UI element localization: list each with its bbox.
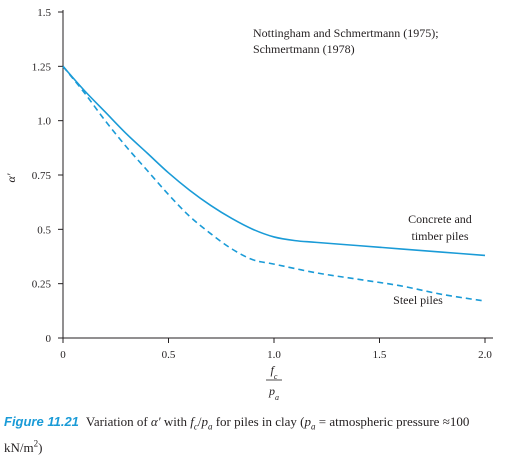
source-note-line: Nottingham and Schmertmann (1975); bbox=[253, 26, 439, 40]
y-tick-label: 0.5 bbox=[37, 224, 51, 236]
x-tick-label: 2.0 bbox=[478, 349, 492, 361]
label-line: Concrete and bbox=[408, 212, 472, 226]
label-concrete-timber-piles: Concrete and timber piles bbox=[408, 212, 472, 243]
source-note: Nottingham and Schmertmann (1975); Schmer… bbox=[253, 26, 439, 56]
series-labels: Concrete and timber piles Steel piles Notti… bbox=[253, 26, 472, 307]
concrete-timber-piles-line bbox=[62, 65, 486, 257]
x-tick-label: 0 bbox=[60, 349, 66, 361]
x-axis-label: fc pa bbox=[266, 363, 282, 402]
svg-text:fc: fc bbox=[271, 363, 278, 381]
x-tick-label: 1.5 bbox=[373, 349, 387, 361]
label-line: timber piles bbox=[412, 229, 469, 243]
y-tick-label: 0.25 bbox=[32, 279, 52, 291]
source-note-line: Schmertmann (1978) bbox=[253, 42, 355, 56]
y-tick-label: 1.0 bbox=[37, 116, 51, 128]
x-tick-label: 1.0 bbox=[267, 349, 281, 361]
steel-piles-line bbox=[62, 65, 486, 302]
y-tick-label: 0 bbox=[46, 333, 52, 345]
ticks: 0 0.5 1.0 1.5 2.0 0 0.25 0.5 0.75 1.0 1.25 1.5 bbox=[32, 7, 493, 361]
y-tick-label: 1.25 bbox=[32, 61, 52, 73]
y-tick-label: 1.5 bbox=[37, 7, 51, 19]
series-lines bbox=[62, 65, 486, 302]
axes bbox=[62, 10, 493, 339]
svg-text:pa: pa bbox=[268, 384, 279, 402]
x-tick-label: 0.5 bbox=[162, 349, 176, 361]
chart: 0 0.5 1.0 1.5 2.0 0 0.25 0.5 0.75 1.0 1.25 1.5 Conc… bbox=[4, 7, 493, 402]
label-steel-piles: Steel piles bbox=[393, 293, 443, 307]
figure-number: Figure 11.21 bbox=[4, 414, 79, 429]
y-axis-label: α′ bbox=[4, 173, 18, 182]
caption-text: Variation of α′ with fc/pa for piles in … bbox=[4, 414, 470, 455]
y-tick-label: 0.75 bbox=[32, 170, 52, 182]
figure-caption: Figure 11.21 Variation of α′ with fc/pa … bbox=[4, 413, 509, 456]
